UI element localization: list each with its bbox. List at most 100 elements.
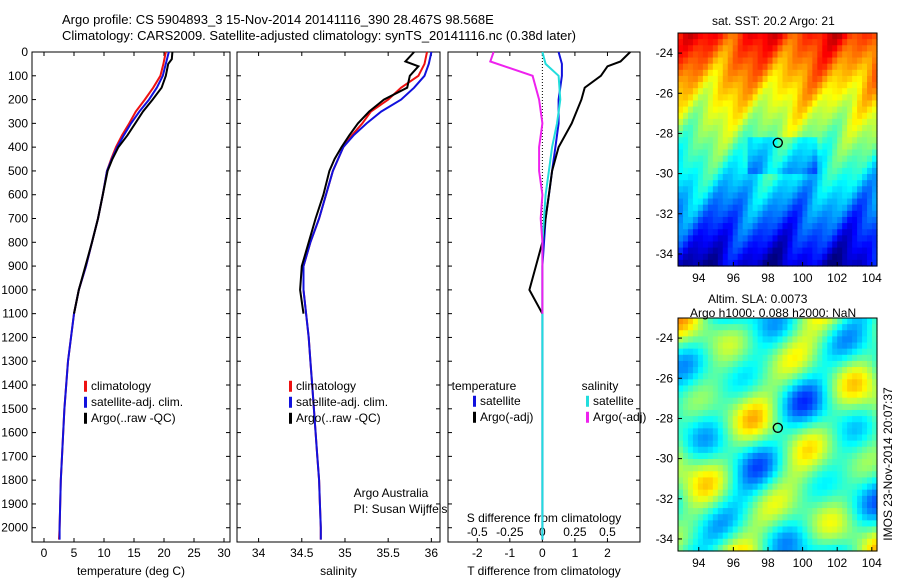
map-cell xyxy=(747,82,754,89)
map-cell xyxy=(762,397,769,405)
map-cell xyxy=(862,94,868,102)
map-cell xyxy=(872,538,878,546)
map-cell xyxy=(852,330,858,337)
map-cell xyxy=(722,45,729,52)
map-cell xyxy=(807,94,813,102)
map-cell xyxy=(712,259,719,267)
map-cell xyxy=(772,538,779,546)
map-cell xyxy=(872,318,878,325)
map-cell xyxy=(682,348,689,356)
x-axis-label: salinity xyxy=(320,564,357,578)
map-cell xyxy=(687,167,694,175)
map-cell xyxy=(782,75,789,83)
map-cell xyxy=(807,416,813,423)
map-cell xyxy=(717,385,724,393)
map-cell xyxy=(822,192,828,200)
map-cell xyxy=(727,45,734,52)
map-cell xyxy=(867,100,873,108)
map-cell xyxy=(867,88,873,95)
map-cell xyxy=(727,57,734,65)
map-cell xyxy=(842,367,848,374)
map-cell xyxy=(812,544,818,552)
map-cell xyxy=(777,118,784,126)
map-cell xyxy=(802,149,808,157)
map-cell xyxy=(812,161,818,169)
map-cell xyxy=(857,88,863,95)
map-cell xyxy=(862,379,868,387)
map-cell xyxy=(717,318,724,325)
map-cell xyxy=(712,69,719,77)
map-cell xyxy=(787,216,794,224)
map-cell xyxy=(767,94,774,102)
map-cell xyxy=(737,379,744,387)
map-cell xyxy=(732,409,739,417)
map-cell xyxy=(782,532,789,540)
map-cell xyxy=(867,149,873,157)
map-cell xyxy=(762,82,769,89)
map-cell xyxy=(702,440,709,448)
map-cell xyxy=(717,88,724,95)
map-cell xyxy=(822,106,828,114)
map-cell xyxy=(762,39,769,46)
map-cell xyxy=(832,342,838,350)
map-cell xyxy=(712,186,719,194)
map-cell xyxy=(807,118,813,126)
map-cell xyxy=(697,51,704,59)
map-cell xyxy=(752,57,759,65)
map-cell xyxy=(812,223,818,230)
map-cell xyxy=(857,247,863,255)
map-cell xyxy=(867,241,873,249)
map-cell xyxy=(747,137,754,144)
map-cell xyxy=(787,75,794,83)
map-cell xyxy=(807,465,813,472)
map-cell xyxy=(822,532,828,540)
map-cell xyxy=(707,82,714,89)
map-cell xyxy=(857,161,863,169)
map-cell xyxy=(697,422,704,429)
map-cell xyxy=(682,446,689,454)
map-cell xyxy=(762,434,769,442)
map-cell xyxy=(807,69,813,77)
map-cell xyxy=(802,161,808,169)
map-cell xyxy=(802,495,808,503)
map-cell xyxy=(697,416,704,423)
map-cell xyxy=(702,416,709,423)
map-cell xyxy=(857,180,863,187)
map-cell xyxy=(737,465,744,472)
map-cell xyxy=(832,434,838,442)
map-cell xyxy=(692,192,699,200)
map-cell xyxy=(822,51,828,59)
map-cell xyxy=(822,538,828,546)
map-cell xyxy=(767,330,774,337)
map-cell xyxy=(752,210,759,218)
map-cell xyxy=(687,477,694,485)
map-cell xyxy=(807,216,813,224)
map-cell xyxy=(687,186,694,194)
map-cell xyxy=(772,385,779,393)
map-cell xyxy=(867,336,873,344)
map-cell xyxy=(777,544,784,552)
map-cell xyxy=(792,210,798,218)
map-cell xyxy=(787,360,794,368)
map-cell xyxy=(827,180,833,187)
map-cell xyxy=(867,198,873,206)
map-cell xyxy=(867,143,873,151)
map-cell xyxy=(747,348,754,356)
map-cell xyxy=(702,428,709,436)
map-cell xyxy=(852,106,858,114)
map-cell xyxy=(852,131,858,138)
x-tick-label: 1 xyxy=(572,546,579,560)
map-cell xyxy=(772,216,779,224)
map-cell xyxy=(797,210,803,218)
map-cell xyxy=(712,198,719,206)
map-cell xyxy=(737,342,744,350)
map-cell xyxy=(857,167,863,175)
map-cell xyxy=(817,373,823,380)
map-cell xyxy=(737,373,744,380)
map-cell xyxy=(772,452,779,460)
map-cell xyxy=(757,391,764,399)
map-cell xyxy=(807,106,813,114)
map-cell xyxy=(707,69,714,77)
map-cell xyxy=(852,373,858,380)
map-cell xyxy=(687,403,694,411)
